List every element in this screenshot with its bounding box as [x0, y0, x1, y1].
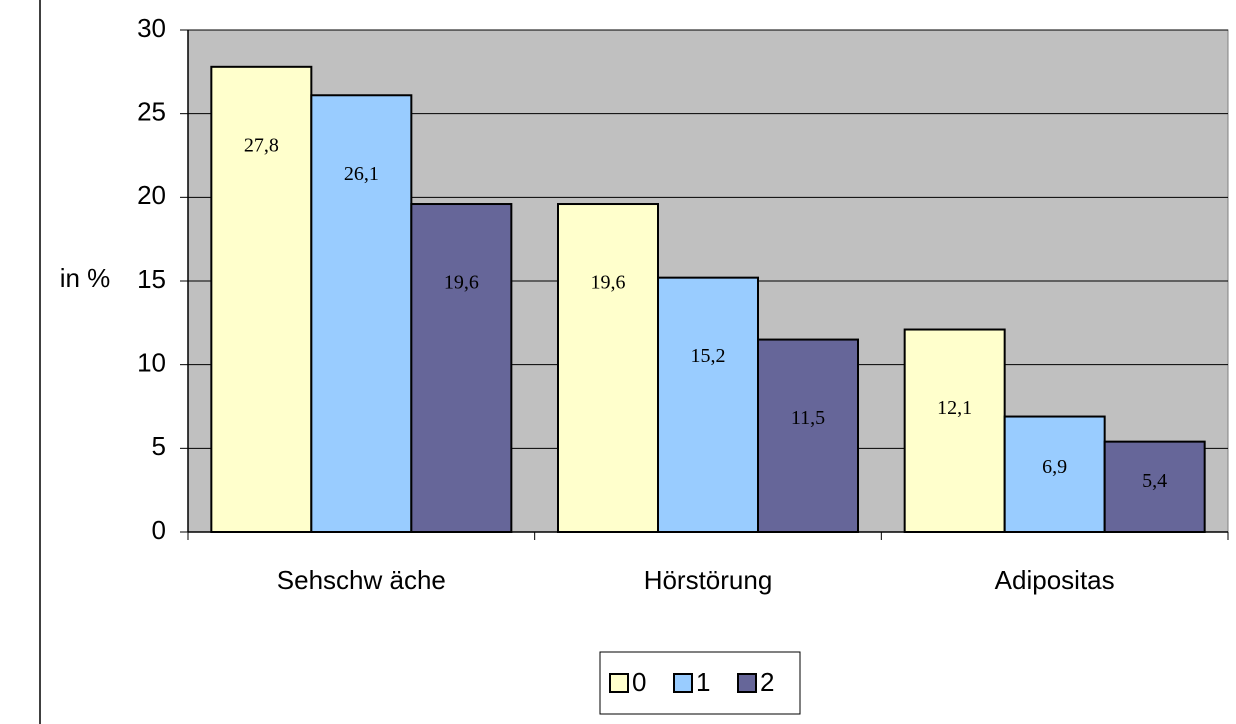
x-tick-label: Adipositas: [995, 565, 1115, 595]
y-tick-label: 30: [137, 13, 166, 43]
x-tick-label: Sehschw äche: [277, 565, 446, 595]
y-tick-label: 0: [152, 515, 166, 545]
legend-swatch: [737, 673, 757, 693]
value-label: 11,5: [791, 407, 825, 429]
value-label: 12,1: [937, 397, 972, 419]
value-label: 15,2: [691, 345, 726, 367]
y-tick-label: 15: [137, 264, 166, 294]
value-label: 6,9: [1042, 456, 1067, 478]
bar: [757, 338, 859, 534]
bar: [657, 276, 759, 533]
bar: [310, 94, 413, 533]
legend-label: 0: [632, 667, 646, 697]
y-tick-label: 20: [137, 180, 166, 210]
legend-label: 1: [696, 667, 710, 697]
value-label: 19,6: [444, 272, 479, 294]
value-label: 19,6: [591, 272, 626, 294]
x-tick-label: Hörstörung: [644, 565, 773, 595]
bar: [210, 65, 313, 534]
y-tick-label: 25: [137, 97, 166, 127]
legend-label: 2: [760, 667, 774, 697]
y-tick-label: 5: [152, 431, 166, 461]
value-label: 26,1: [344, 163, 379, 185]
value-label: 5,4: [1142, 470, 1167, 492]
bar: [410, 203, 513, 533]
value-label: 27,8: [244, 134, 279, 156]
bar: [1003, 415, 1106, 534]
y-axis-label: in %: [60, 263, 111, 293]
bar: [1103, 440, 1206, 534]
legend-swatch: [673, 673, 693, 693]
y-tick-label: 10: [137, 348, 166, 378]
legend-swatch: [609, 673, 629, 693]
bar: [903, 328, 1006, 533]
bar: [557, 203, 659, 533]
legend-box: [599, 651, 801, 715]
